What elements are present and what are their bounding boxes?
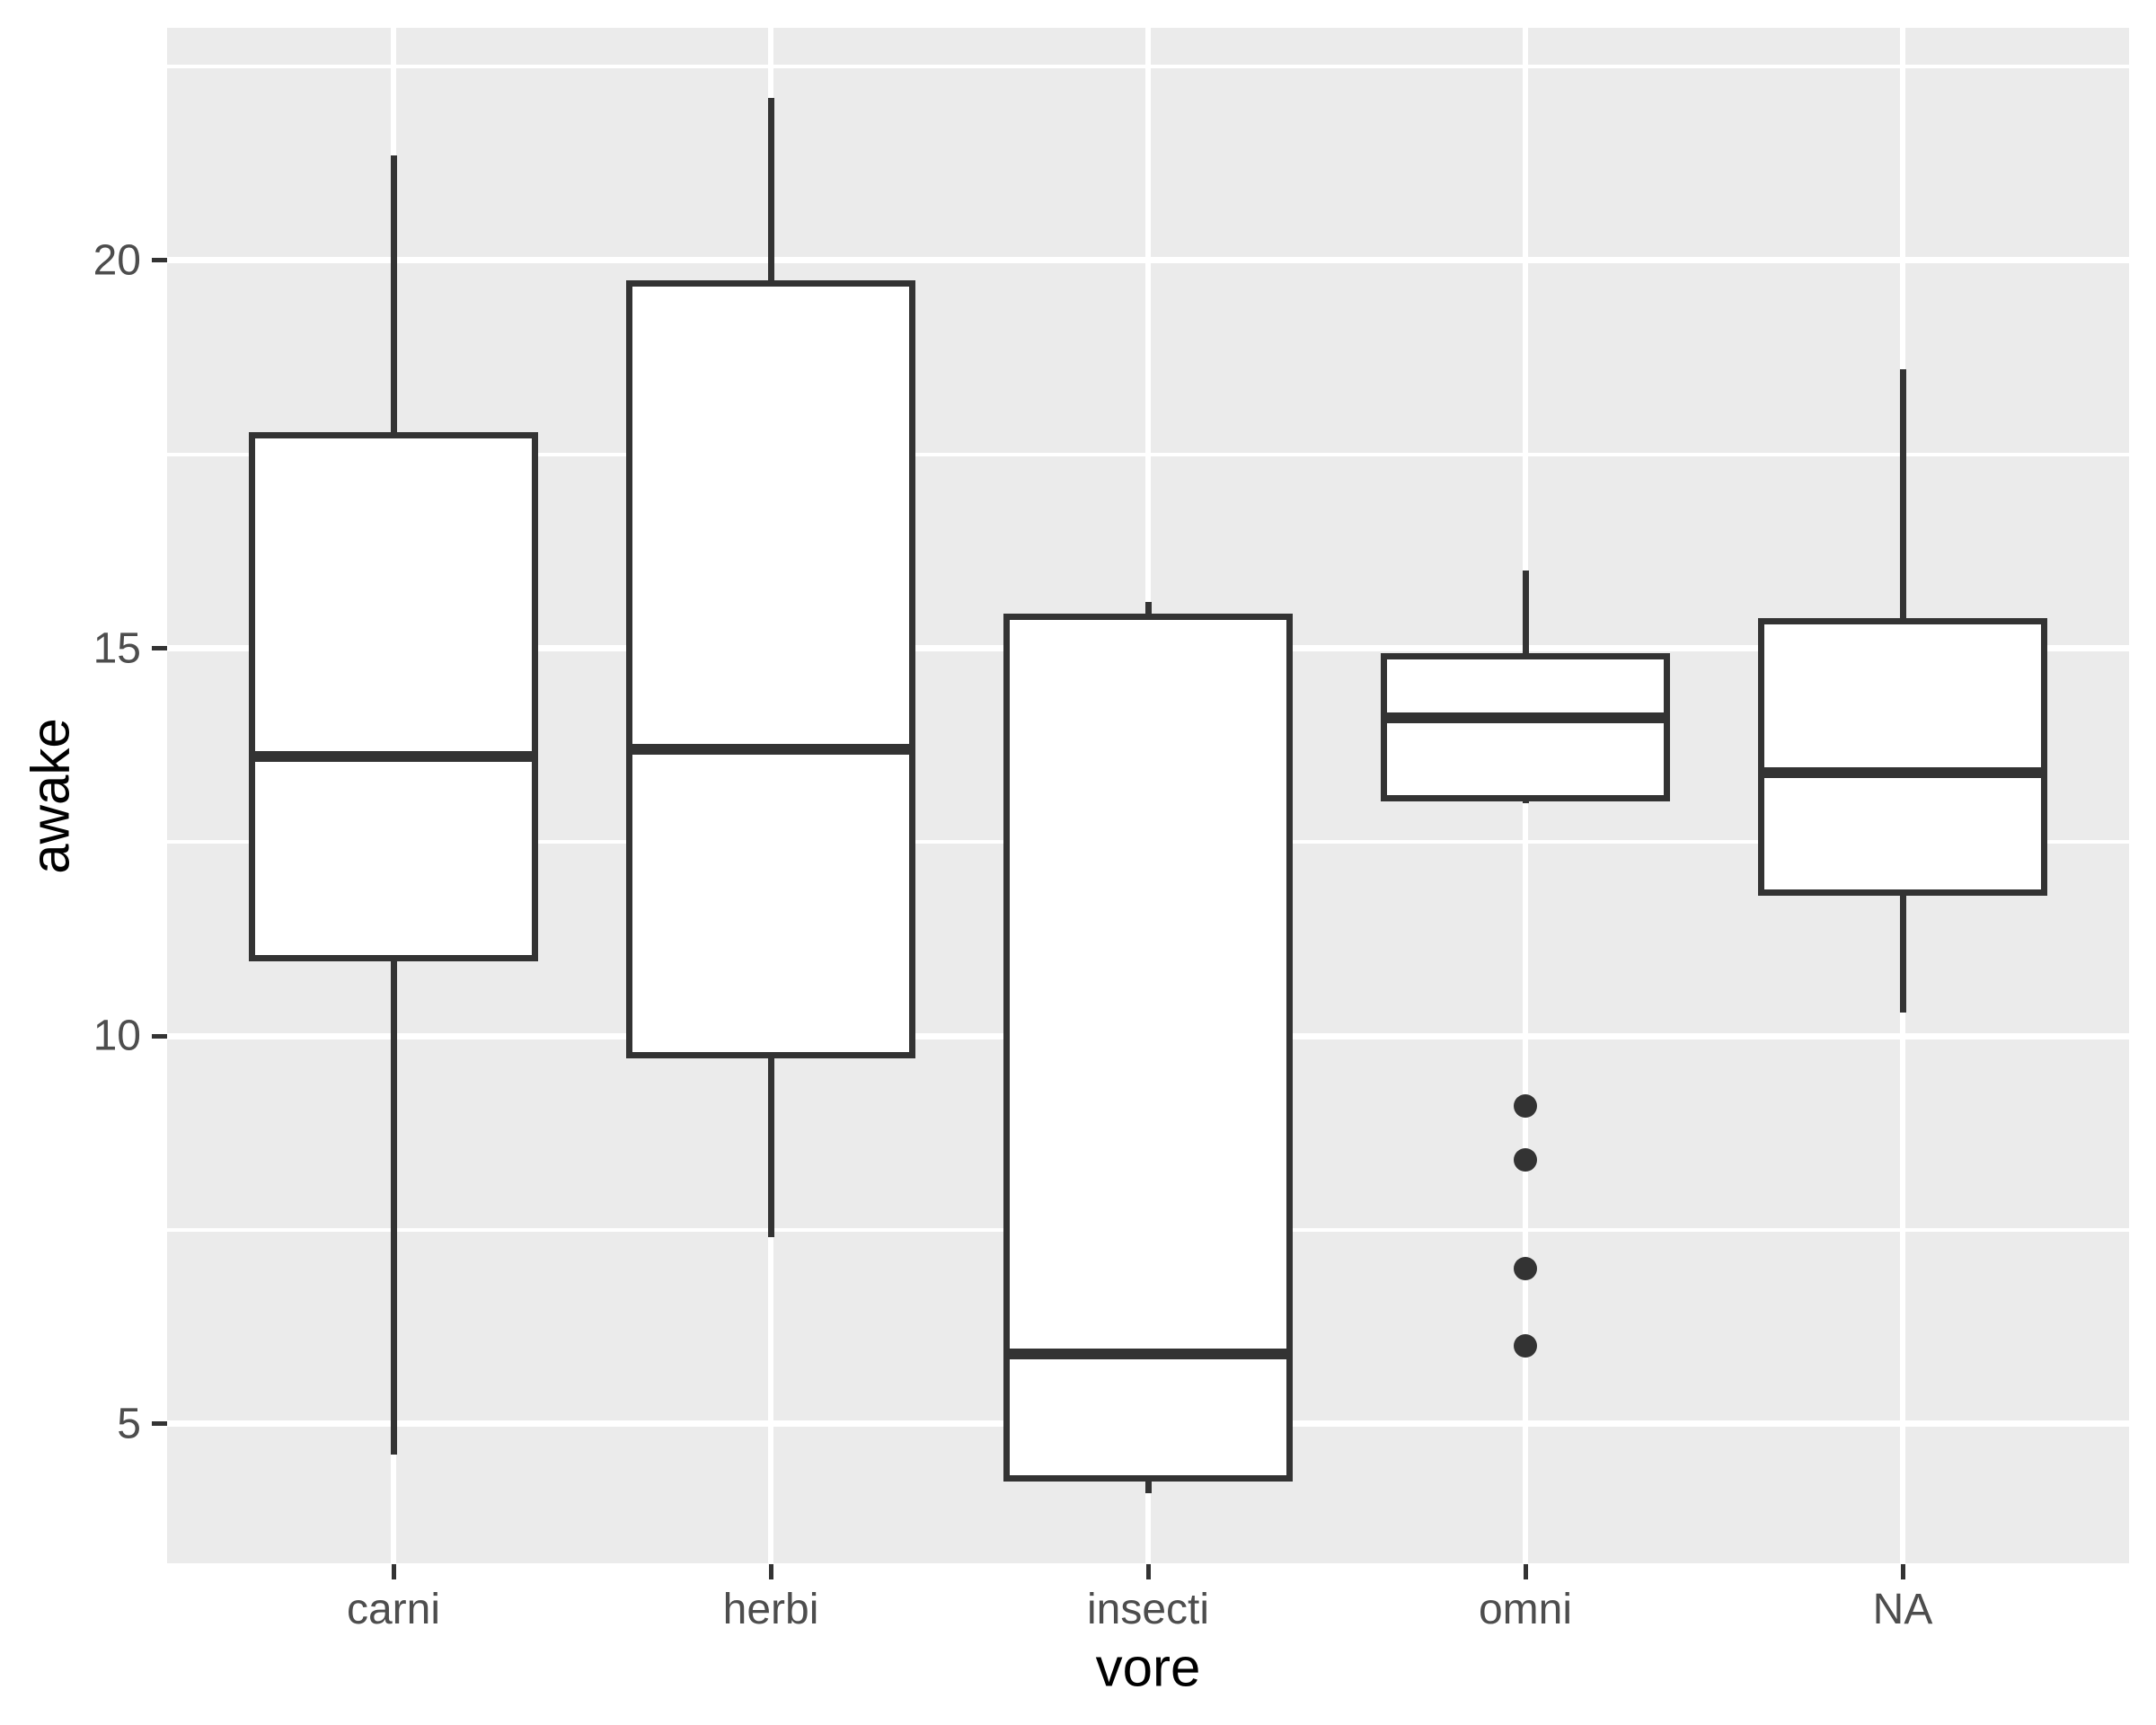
x-axis-tick bbox=[1145, 1564, 1151, 1579]
y-axis-tick bbox=[152, 1421, 167, 1427]
x-axis-tick bbox=[1523, 1564, 1528, 1579]
y-axis-tick bbox=[152, 646, 167, 650]
x-tick-label: carni bbox=[346, 1586, 441, 1633]
x-axis-tick bbox=[391, 1564, 396, 1579]
median-line-insecti bbox=[1010, 1348, 1286, 1359]
y-axis-tick bbox=[152, 258, 167, 263]
x-axis-tick bbox=[768, 1564, 773, 1579]
x-axis-title: vore bbox=[1095, 1637, 1201, 1698]
outlier-dot-omni bbox=[1514, 1148, 1537, 1172]
y-tick-label: 10 bbox=[93, 1012, 141, 1060]
y-axis-title: awake bbox=[20, 717, 81, 874]
x-axis-tick bbox=[1900, 1564, 1905, 1579]
x-tick-label: insecti bbox=[1086, 1586, 1210, 1633]
box-herbi bbox=[626, 280, 915, 1059]
lower-whisker-insecti bbox=[1144, 1478, 1152, 1494]
x-tick-label: NA bbox=[1872, 1586, 1933, 1633]
outlier-dot-omni bbox=[1514, 1257, 1537, 1280]
box-omni bbox=[1381, 652, 1670, 801]
outlier-dot-omni bbox=[1514, 1334, 1537, 1358]
y-tick-label: 5 bbox=[117, 1400, 141, 1448]
upper-whisker-NA bbox=[1899, 368, 1906, 622]
lower-whisker-herbi bbox=[767, 1055, 774, 1238]
median-line-carni bbox=[255, 751, 532, 763]
box-NA bbox=[1758, 617, 2047, 896]
median-line-NA bbox=[1764, 766, 2041, 778]
upper-whisker-insecti bbox=[1144, 601, 1152, 617]
y-tick-label: 20 bbox=[93, 236, 141, 285]
x-tick-label: herbi bbox=[722, 1586, 819, 1633]
upper-whisker-omni bbox=[1522, 571, 1529, 657]
median-line-omni bbox=[1387, 712, 1664, 724]
upper-whisker-herbi bbox=[767, 97, 774, 284]
y-axis-tick bbox=[152, 1033, 167, 1039]
upper-whisker-carni bbox=[390, 155, 397, 436]
box-carni bbox=[249, 431, 538, 962]
x-tick-label: omni bbox=[1478, 1586, 1573, 1633]
box-insecti bbox=[1003, 614, 1293, 1482]
lower-whisker-NA bbox=[1899, 892, 1906, 1013]
median-line-herbi bbox=[632, 743, 909, 755]
outlier-dot-omni bbox=[1514, 1093, 1537, 1118]
lower-whisker-carni bbox=[390, 958, 397, 1455]
y-tick-label: 15 bbox=[93, 624, 141, 672]
